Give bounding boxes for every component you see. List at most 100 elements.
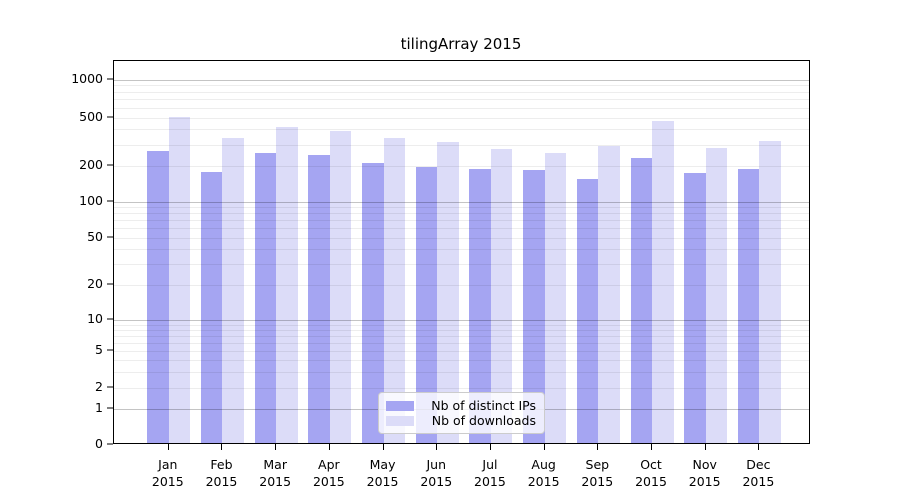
- bar-jun-nb-of-distinct-ips: [415, 166, 438, 443]
- y-tick-mark-2: [107, 386, 113, 388]
- x-tick-label-jan: Jan 2015: [138, 456, 198, 490]
- y-tick-mark-20: [107, 283, 113, 285]
- x-tick-month: Aug: [531, 457, 556, 472]
- x-tick-label-jun: Jun 2015: [406, 456, 466, 490]
- bar-feb-nb-of-distinct-ips: [200, 172, 223, 443]
- gridline-10: [114, 320, 809, 321]
- x-tick-mark-nov: [704, 444, 706, 450]
- x-tick-mark-apr: [328, 444, 330, 450]
- y-tick-label-200: 200: [79, 157, 103, 172]
- gridline-70: [114, 220, 809, 222]
- bar-nov-nb-of-distinct-ips: [684, 173, 706, 443]
- gridline-600: [114, 107, 809, 109]
- plot-area: Nb of distinct IPs Nb of downloads: [113, 60, 810, 444]
- gridline-9: [114, 324, 809, 326]
- gridline-100: [114, 202, 809, 203]
- x-tick-mark-oct: [651, 444, 652, 450]
- gridline-7: [114, 335, 809, 337]
- gridline-700: [114, 99, 809, 101]
- x-tick-mark-aug: [543, 444, 545, 450]
- y-tick-label-1: 1: [95, 400, 103, 416]
- x-tick-month: Feb: [210, 457, 233, 472]
- x-tick-label-sep: Sep 2015: [567, 456, 627, 490]
- gridline-500: [114, 117, 809, 119]
- x-tick-year: 2015: [259, 474, 292, 489]
- x-tick-mark-dec: [758, 444, 760, 450]
- x-tick-year: 2015: [312, 474, 345, 489]
- bar-mar-nb-of-downloads: [276, 127, 298, 443]
- x-tick-year: 2015: [527, 474, 560, 489]
- legend-row-downloads: Nb of downloads: [386, 413, 536, 428]
- y-tick-mark-5: [107, 349, 113, 351]
- grid-layer: [114, 61, 809, 443]
- x-tick-year: 2015: [688, 474, 721, 489]
- x-tick-year: 2015: [581, 474, 614, 489]
- x-tick-mark-jul: [489, 444, 491, 450]
- gridline-3: [114, 371, 809, 373]
- x-tick-year: 2015: [474, 474, 506, 489]
- bar-oct-nb-of-downloads: [652, 120, 674, 443]
- gridline-800: [114, 91, 809, 93]
- legend: Nb of distinct IPs Nb of downloads: [378, 392, 545, 434]
- gridline-900: [114, 85, 809, 87]
- gridline-200: [114, 166, 809, 167]
- x-tick-month: May: [369, 457, 396, 472]
- gridline-1000: [114, 79, 809, 81]
- bars-layer: [114, 61, 809, 443]
- y-tick-label-500: 500: [79, 108, 103, 124]
- y-tick-label-5: 5: [95, 342, 103, 357]
- gridline-8: [114, 329, 809, 331]
- x-tick-year: 2015: [151, 474, 184, 489]
- gridline-90: [114, 207, 809, 209]
- x-tick-label-feb: Feb 2015: [191, 456, 251, 490]
- bar-jul-nb-of-distinct-ips: [469, 168, 491, 443]
- legend-label-distinct-ips: Nb of distinct IPs: [431, 398, 536, 413]
- y-tick-label-0: 0: [95, 436, 103, 451]
- y-tick-label-2: 2: [95, 379, 103, 394]
- chart-title: tilingArray 2015: [400, 35, 522, 53]
- gridline-400: [114, 129, 809, 131]
- legend-label-downloads: Nb of downloads: [431, 413, 536, 428]
- bar-jan-nb-of-distinct-ips: [147, 151, 169, 443]
- bar-oct-nb-of-distinct-ips: [630, 158, 652, 443]
- bar-jan-nb-of-downloads: [168, 117, 191, 443]
- y-tick-mark-100: [107, 200, 113, 202]
- x-tick-month: Mar: [263, 457, 287, 472]
- bar-apr-nb-of-distinct-ips: [308, 155, 330, 443]
- x-tick-month: Jun: [426, 457, 447, 472]
- gridline-2: [114, 388, 809, 389]
- y-tick-label-20: 20: [87, 276, 103, 291]
- bar-aug-nb-of-downloads: [544, 152, 567, 443]
- gridline-50: [114, 237, 809, 239]
- x-tick-month: Dec: [746, 457, 771, 472]
- bar-sep-nb-of-distinct-ips: [576, 178, 599, 443]
- legend-swatch-downloads-icon: [386, 415, 414, 426]
- gridline-6: [114, 342, 809, 344]
- legend-row-distinct-ips: Nb of distinct IPs: [386, 398, 536, 413]
- y-tick-label-10: 10: [87, 311, 103, 326]
- x-tick-year: 2015: [742, 474, 775, 489]
- x-tick-mark-jun: [436, 444, 438, 450]
- gridline-40: [114, 249, 809, 251]
- x-tick-label-jul: Jul 2015: [460, 456, 520, 490]
- bar-may-nb-of-distinct-ips: [362, 162, 384, 443]
- y-tick-mark-500: [107, 116, 113, 118]
- bar-dec-nb-of-downloads: [759, 140, 781, 443]
- bar-nov-nb-of-downloads: [705, 147, 728, 443]
- x-tick-month: Jul: [482, 457, 498, 472]
- y-tick-mark-200: [107, 164, 113, 166]
- x-tick-label-apr: Apr 2015: [299, 456, 359, 490]
- y-tick-label-100: 100: [79, 193, 103, 208]
- x-tick-label-nov: Nov 2015: [675, 456, 735, 490]
- x-tick-year: 2015: [420, 474, 453, 489]
- x-tick-label-mar: Mar 2015: [245, 456, 305, 490]
- gridline-80: [114, 213, 809, 215]
- x-tick-label-may: May 2015: [353, 456, 413, 490]
- x-tick-year: 2015: [635, 474, 667, 489]
- x-tick-mark-may: [382, 444, 384, 450]
- bar-aug-nb-of-distinct-ips: [523, 170, 545, 443]
- x-tick-month: Apr: [318, 457, 340, 472]
- y-tick-mark-10: [107, 318, 113, 320]
- bar-jun-nb-of-downloads: [437, 141, 459, 443]
- x-tick-month: Jan: [158, 457, 178, 472]
